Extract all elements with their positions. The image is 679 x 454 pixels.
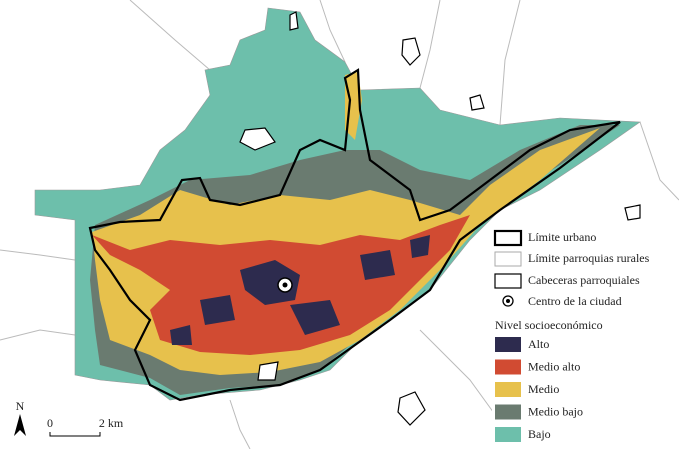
legend-swatch [495, 337, 521, 352]
legend-swatch [495, 382, 521, 397]
legend-bg [492, 226, 679, 449]
parish-head [239, 11, 641, 426]
north-label: N [16, 399, 25, 413]
legend-label: Medio bajo [528, 404, 583, 418]
zone-alto [170, 235, 430, 345]
legend-label: Medio [528, 382, 559, 396]
scale-end: 2 km [99, 416, 124, 430]
legend-label: Medio alto [528, 359, 580, 373]
scale-start: 0 [47, 416, 53, 430]
legend-label: Límite urbano [528, 230, 596, 244]
legend-label: Alto [528, 337, 549, 351]
legend-rural [494, 251, 522, 267]
legend-swatch [495, 427, 521, 442]
city-center-dot [282, 282, 288, 288]
legend-label: Límite parroquias rurales [528, 251, 650, 265]
zone-medio [345, 72, 362, 140]
legend-label: Centro de la ciudad [528, 294, 622, 308]
legend-heads [494, 273, 522, 289]
north-arrow [14, 414, 26, 436]
scale-bar [49, 432, 101, 437]
legend-urban [493, 229, 523, 247]
legend-title: Nivel socioeconómico [495, 318, 603, 332]
legend-levels: Alto Medio alto Medio Medio bajo Bajo [495, 337, 583, 442]
legend-label: Cabeceras parroquiales [528, 273, 640, 287]
urban-boundary [88, 68, 621, 402]
legend-swatch [495, 404, 521, 420]
legend-center-dot [506, 299, 510, 303]
legend-label: Bajo [528, 427, 551, 441]
legend-swatch [495, 359, 521, 375]
